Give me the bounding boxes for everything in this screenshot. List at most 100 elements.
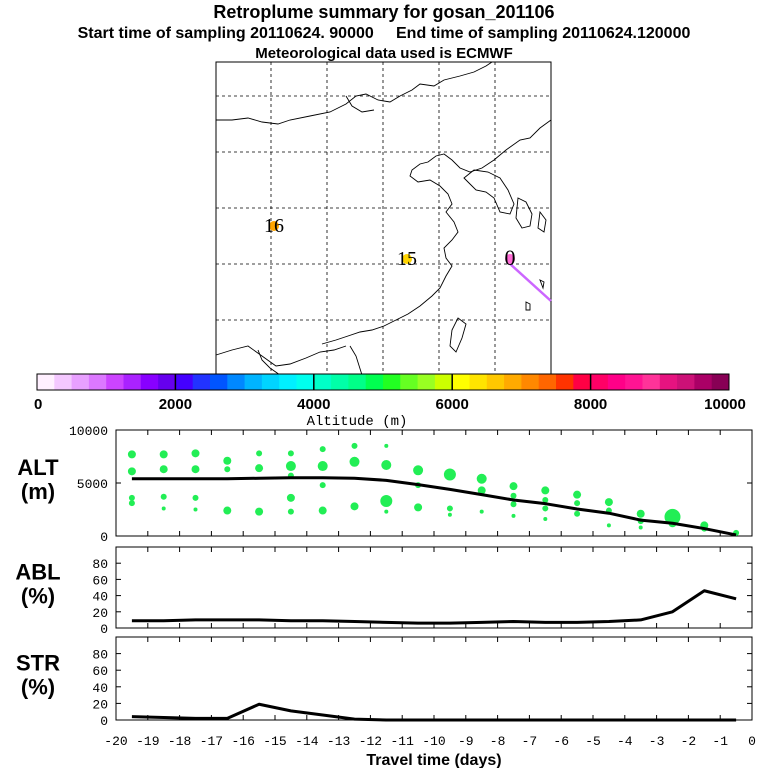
altitude-point [636, 509, 645, 518]
panel-y-label: ABL [15, 560, 60, 585]
trajectory-line [507, 261, 552, 302]
x-tick-label: 0 [748, 734, 756, 749]
colorbar-swatch [486, 374, 505, 390]
altitude-point [447, 512, 452, 517]
colorbar-swatch [123, 374, 142, 390]
colorbar-swatch [88, 374, 107, 390]
colorbar-swatch [313, 374, 332, 390]
altitude-point [128, 494, 135, 501]
altitude-point [477, 486, 486, 495]
x-axis-label: Travel time (days) [366, 752, 501, 768]
x-tick-label: -20 [104, 734, 127, 749]
altitude-point [380, 495, 393, 508]
x-tick-label: -11 [390, 734, 414, 749]
colorbar-swatch [37, 374, 55, 390]
altitude-point [574, 510, 581, 517]
y-tick-label: 0 [100, 714, 108, 729]
colorbar-swatch [573, 374, 592, 390]
x-tick-label: -5 [585, 734, 601, 749]
colorbar-swatch [625, 374, 643, 390]
colorbar-swatch [158, 374, 176, 390]
x-tick-label: -18 [168, 734, 191, 749]
x-tick-label: -12 [359, 734, 382, 749]
altitude-point [128, 500, 135, 507]
colorbar-swatch [210, 374, 228, 390]
colorbar-swatch [677, 374, 695, 390]
colorbar-tick-label: 8000 [574, 396, 607, 413]
altitude-point [159, 465, 168, 474]
colorbar-tick-label: 2000 [159, 396, 192, 413]
altitude-point [161, 506, 166, 511]
map-panel: 16 15 0 [215, 61, 552, 376]
altitude-point [510, 492, 517, 499]
altitude-point [541, 486, 550, 495]
altitude-point [255, 507, 264, 516]
map-coastlines [215, 61, 552, 376]
altitude-point [256, 450, 263, 457]
map-day-label-text: 16 [264, 215, 284, 237]
colorbar-swatch [417, 374, 436, 390]
altitude-point [509, 482, 518, 491]
altitude-point [543, 517, 548, 522]
altitude-point [255, 464, 264, 473]
altitude-colorbar: 0 2000 4000 6000 8000 10000 [34, 373, 746, 413]
altitude-point [413, 465, 424, 476]
map-day-label-text: 0 [505, 245, 516, 270]
altitude-point [159, 450, 168, 459]
colorbar-swatch [694, 374, 713, 390]
map-day-labels: 16 15 0 [264, 215, 516, 270]
panel-frame [115, 636, 753, 721]
x-tick-label: -14 [295, 734, 319, 749]
altitude-point [542, 505, 549, 512]
colorbar-swatch [71, 374, 90, 390]
y-tick-label: 80 [92, 557, 108, 572]
y-tick-label: 0 [100, 622, 108, 637]
altitude-point [542, 496, 549, 503]
altitude-point [223, 456, 232, 465]
panel-y-label: ALT [17, 455, 59, 480]
colorbar-swatch [469, 374, 488, 390]
altitude-point [606, 523, 611, 528]
colorbar-swatch [296, 374, 315, 390]
colorbar-swatch [383, 374, 401, 390]
panel-y-label: (m) [21, 479, 55, 504]
altitude-point [350, 502, 359, 511]
y-tick-label: 5000 [77, 477, 108, 492]
colorbar-swatch [504, 374, 522, 390]
altitude-point [479, 509, 484, 514]
y-tick-label: 60 [92, 664, 108, 679]
x-tick-label: -9 [458, 734, 474, 749]
altitude-point [319, 482, 326, 489]
y-tick-label: 40 [92, 681, 108, 696]
y-tick-label: 60 [92, 573, 108, 588]
altitude-point [349, 456, 360, 467]
colorbar-swatch [607, 374, 626, 390]
colorbar-swatch [261, 374, 280, 390]
map-day-label: 0 [505, 245, 516, 270]
altitude-point [193, 507, 198, 512]
colorbar-tick-label: 0 [34, 396, 42, 413]
colorbar-tick-label: 10000 [704, 396, 746, 413]
x-tick-label: -7 [522, 734, 538, 749]
colorbar-swatch [556, 374, 574, 390]
altitude-point [443, 468, 456, 481]
colorbar-tick-label: 4000 [297, 396, 330, 413]
x-tick-label: -15 [263, 734, 286, 749]
map-day-label: 16 [264, 215, 284, 237]
altitude-point [511, 513, 516, 518]
altitude-point [127, 467, 136, 476]
altitude-point [223, 506, 232, 515]
y-tick-label: 10000 [69, 424, 108, 439]
colorbar-swatch [279, 374, 297, 390]
altitude-point [604, 498, 613, 507]
panel-alt: ALT(m) 10000 5000 0 [17, 424, 753, 545]
y-tick-label: 20 [92, 606, 108, 621]
colorbar-label: Altitude (m) [307, 414, 408, 430]
x-tick-label: -1 [712, 734, 728, 749]
altitude-point [285, 461, 296, 472]
series-line [131, 589, 737, 625]
altitude-point [287, 508, 294, 515]
colorbar-swatch [711, 374, 730, 390]
